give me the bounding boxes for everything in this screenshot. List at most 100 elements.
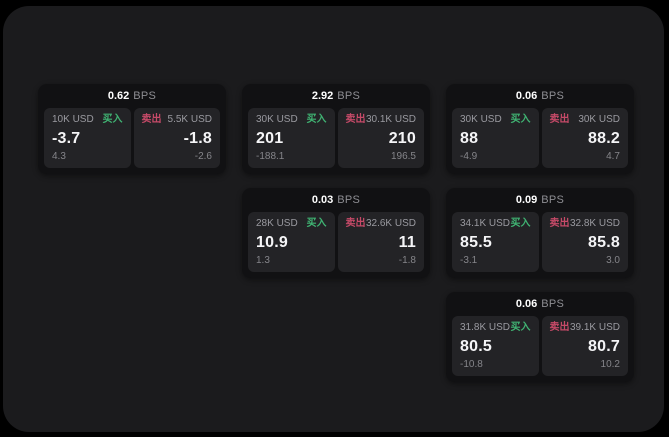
buy-change: -188.1 [256,151,285,162]
quote-card: 0.62 BPS 10K USD 买入 -3.7 4.3 卖出 5.5K USD… [38,84,226,174]
sell-change: -2.6 [194,151,212,162]
buy-amount: 34.1K USD [460,218,511,229]
bps-value: 0.62 [107,89,130,102]
sell-panel-top: 卖出 30.1K USD [346,115,417,125]
buy-price: 88 [460,129,479,147]
sell-panel-top: 卖出 39.1K USD [550,323,621,333]
buy-side-label: 买入 [306,218,327,229]
sell-panel[interactable]: 卖出 30.1K USD 210 196.5 [337,108,424,168]
bps-unit-label: BPS [541,193,565,206]
buy-panel[interactable]: 34.1K USD 买入 85.5 -3.1 [452,212,539,272]
buy-change: -3.1 [460,255,478,266]
buy-change: -4.9 [460,151,478,162]
buy-sell-panels: 34.1K USD 买入 85.5 -3.1 卖出 32.8K USD 85.8… [452,212,628,272]
buy-panel-top: 34.1K USD 买入 [460,219,531,229]
buy-price: 10.9 [256,233,288,251]
bps-unit-label: BPS [337,89,361,102]
sell-panel-top: 卖出 32.8K USD [550,219,621,229]
bps-unit-label: BPS [133,89,157,102]
bps-value: 0.09 [515,193,538,206]
sell-amount: 30.1K USD [365,114,416,125]
buy-change: 1.3 [256,255,270,266]
card-column: 0.62 BPS 10K USD 买入 -3.7 4.3 卖出 5.5K USD… [38,84,226,174]
card-header: 0.09 BPS [452,188,628,212]
buy-side-label: 买入 [510,114,531,125]
buy-sell-panels: 31.8K USD 买入 80.5 -10.8 卖出 39.1K USD 80.… [452,316,628,376]
card-header: 0.06 BPS [452,84,628,108]
sell-side-label: 卖出 [549,322,570,333]
bps-value: 2.92 [311,89,334,102]
bps-value: 0.03 [311,193,334,206]
buy-amount: 30K USD [460,114,502,125]
buy-side-label: 买入 [306,114,327,125]
sell-side-label: 卖出 [141,114,162,125]
sell-panel[interactable]: 卖出 30K USD 88.2 4.7 [541,108,628,168]
sell-panel-top: 卖出 32.6K USD [346,219,417,229]
buy-panel[interactable]: 30K USD 买入 201 -188.1 [248,108,335,168]
sell-price: 11 [398,233,416,251]
buy-panel[interactable]: 10K USD 买入 -3.7 4.3 [44,108,131,168]
quote-card: 0.03 BPS 28K USD 买入 10.9 1.3 卖出 32.6K US… [242,188,430,278]
buy-panel-top: 30K USD 买入 [256,115,327,125]
buy-price: 201 [256,129,284,147]
sell-panel-top: 卖出 30K USD [550,115,621,125]
card-column: 2.92 BPS 30K USD 买入 201 -188.1 卖出 30.1K … [242,84,430,278]
sell-panel[interactable]: 卖出 39.1K USD 80.7 10.2 [541,316,628,376]
sell-price: 88.2 [588,129,620,147]
buy-amount: 10K USD [52,114,94,125]
sell-panel[interactable]: 卖出 32.6K USD 11 -1.8 [337,212,424,272]
buy-sell-panels: 30K USD 买入 201 -188.1 卖出 30.1K USD 210 1… [248,108,424,168]
sell-side-label: 卖出 [549,218,570,229]
sell-change: 10.2 [600,359,620,370]
buy-sell-panels: 28K USD 买入 10.9 1.3 卖出 32.6K USD 11 -1.8 [248,212,424,272]
buy-panel-top: 28K USD 买入 [256,219,327,229]
sell-amount: 5.5K USD [167,114,212,125]
buy-panel[interactable]: 31.8K USD 买入 80.5 -10.8 [452,316,539,376]
quote-card: 0.06 BPS 31.8K USD 买入 80.5 -10.8 卖出 39.1… [446,292,634,382]
buy-side-label: 买入 [510,322,531,333]
buy-side-label: 买入 [102,114,123,125]
sell-amount: 39.1K USD [569,322,620,333]
buy-panel-top: 31.8K USD 买入 [460,323,531,333]
sell-panel[interactable]: 卖出 5.5K USD -1.8 -2.6 [133,108,220,168]
sell-price: 80.7 [588,337,620,355]
bps-value: 0.06 [515,89,538,102]
buy-panel-top: 10K USD 买入 [52,115,123,125]
buy-panel-top: 30K USD 买入 [460,115,531,125]
buy-price: -3.7 [52,129,81,147]
card-header: 0.06 BPS [452,292,628,316]
sell-change: 3.0 [606,255,620,266]
sell-change: 4.7 [606,151,620,162]
buy-change: -10.8 [460,359,483,370]
buy-panel[interactable]: 30K USD 买入 88 -4.9 [452,108,539,168]
sell-panel-top: 卖出 5.5K USD [142,115,213,125]
sell-amount: 32.6K USD [365,218,416,229]
buy-amount: 28K USD [256,218,298,229]
sell-panel[interactable]: 卖出 32.8K USD 85.8 3.0 [541,212,628,272]
sell-amount: 32.8K USD [569,218,620,229]
buy-change: 4.3 [52,151,66,162]
buy-price: 80.5 [460,337,492,355]
buy-panel[interactable]: 28K USD 买入 10.9 1.3 [248,212,335,272]
bps-unit-label: BPS [337,193,361,206]
buy-sell-panels: 30K USD 买入 88 -4.9 卖出 30K USD 88.2 4.7 [452,108,628,168]
quote-card: 2.92 BPS 30K USD 买入 201 -188.1 卖出 30.1K … [242,84,430,174]
bps-unit-label: BPS [541,89,565,102]
bps-value: 0.06 [515,297,538,310]
sell-side-label: 卖出 [345,218,366,229]
sell-change: -1.8 [398,255,416,266]
buy-amount: 31.8K USD [460,322,511,333]
card-column: 0.06 BPS 30K USD 买入 88 -4.9 卖出 30K USD 8… [446,84,634,382]
sell-price: 210 [388,129,416,147]
card-header: 2.92 BPS [248,84,424,108]
card-header: 0.03 BPS [248,188,424,212]
sell-side-label: 卖出 [549,114,570,125]
buy-price: 85.5 [460,233,492,251]
sell-amount: 30K USD [578,114,620,125]
buy-sell-panels: 10K USD 买入 -3.7 4.3 卖出 5.5K USD -1.8 -2.… [44,108,220,168]
sell-side-label: 卖出 [345,114,366,125]
sell-price: 85.8 [588,233,620,251]
bps-unit-label: BPS [541,297,565,310]
sell-change: 196.5 [390,151,416,162]
